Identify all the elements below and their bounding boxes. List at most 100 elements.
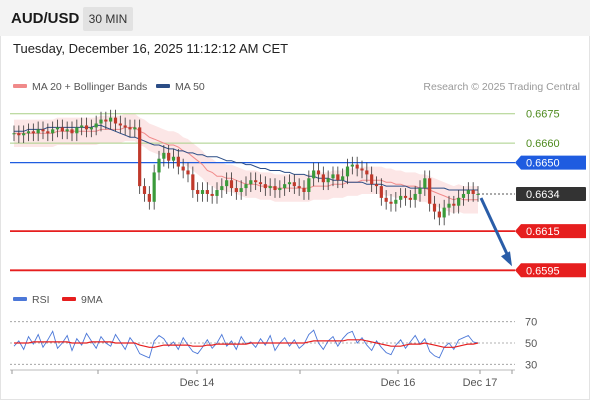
candle — [113, 109, 118, 132]
candle-body — [442, 207, 446, 218]
candle-body — [196, 190, 200, 194]
candle-body — [109, 117, 113, 122]
candle — [186, 162, 190, 183]
candle — [249, 172, 253, 192]
candles — [12, 109, 480, 226]
candle-body — [292, 182, 296, 187]
candle — [254, 172, 258, 191]
candle — [437, 203, 441, 226]
candle-body — [287, 182, 292, 185]
ma20-legend-swatch — [13, 84, 27, 88]
candle-body — [263, 184, 267, 189]
candle-body — [215, 190, 219, 196]
candle — [413, 186, 417, 208]
candle-body — [60, 127, 64, 132]
candle-body — [258, 182, 263, 185]
candle-body — [133, 127, 137, 130]
candle-body — [65, 129, 69, 132]
projection-arrow — [479, 197, 512, 267]
candle — [176, 148, 180, 175]
candle — [200, 182, 205, 202]
candle — [210, 186, 214, 204]
candle — [336, 166, 340, 189]
candle — [51, 121, 55, 142]
candle-body — [36, 129, 40, 134]
ma50-legend-swatch — [156, 84, 170, 88]
candle — [428, 170, 432, 212]
candle — [374, 176, 379, 194]
candle-body — [186, 170, 190, 175]
candle — [99, 111, 103, 132]
level-0-6615-tag — [515, 224, 586, 239]
level-0-6595-label: 0.6595 — [526, 265, 560, 277]
candle-body — [84, 125, 89, 130]
candle — [408, 190, 412, 208]
candle-body — [220, 186, 224, 191]
candle — [403, 188, 408, 206]
level-0-6634-tag — [516, 186, 586, 201]
candle-body — [447, 203, 451, 208]
rsi-level-30-label: 30 — [525, 359, 537, 371]
bollinger-bands — [14, 113, 478, 214]
candle — [278, 180, 282, 198]
candle-body — [118, 123, 122, 126]
candle — [360, 160, 364, 179]
ma20-legend-label: MA 20 + Bollinger Bands — [32, 81, 147, 93]
candle — [128, 119, 132, 138]
candle — [26, 123, 31, 142]
candle — [365, 162, 369, 183]
candle — [142, 178, 147, 202]
candle-body — [457, 197, 461, 206]
candle-body — [408, 197, 412, 200]
level-0-6595-tag — [515, 263, 586, 278]
candle — [476, 186, 480, 202]
candle — [370, 166, 374, 192]
candle — [80, 117, 84, 136]
level-0-6650-tag — [515, 155, 586, 170]
candle-body — [55, 127, 60, 130]
candle-body — [432, 203, 437, 212]
chart-header: AUD/USD 30 MIN — [0, 0, 590, 36]
candle-body — [326, 178, 330, 183]
candle-body — [147, 193, 151, 202]
ma9-legend-label: 9MA — [81, 294, 103, 306]
candle-body — [94, 123, 98, 128]
rsi-level-50-label: 50 — [525, 338, 537, 350]
candle-body — [176, 156, 180, 167]
candle-body — [225, 180, 229, 187]
candle-body — [239, 188, 243, 192]
candle-body — [162, 152, 166, 159]
timestamp: Tuesday, December 16, 2025 11:12:12 AM C… — [13, 41, 289, 56]
candle — [196, 182, 200, 202]
time-axis: Dec 14 Dec 16 Dec 17 — [10, 369, 515, 389]
candle-body — [249, 180, 253, 185]
ma9-legend-swatch — [62, 297, 76, 301]
candle — [273, 178, 277, 198]
candle-body — [205, 190, 209, 194]
candle — [41, 121, 45, 140]
candle — [60, 119, 64, 140]
candle — [292, 174, 296, 194]
candle — [152, 164, 156, 210]
candle-body — [41, 129, 45, 132]
candle-body — [171, 156, 176, 161]
candle-body — [268, 186, 272, 189]
candle — [75, 119, 79, 142]
candle-body — [26, 131, 31, 134]
candle-body — [113, 117, 118, 124]
candle — [457, 190, 461, 214]
candle — [46, 123, 50, 142]
candle — [316, 162, 321, 183]
candle — [65, 121, 69, 140]
candle-body — [418, 188, 422, 194]
candle-body — [331, 174, 335, 179]
candle-body — [355, 164, 359, 169]
candle-body — [22, 133, 26, 136]
candle — [312, 162, 316, 187]
candle-body — [316, 170, 321, 175]
timeframe-badge[interactable]: 30 MIN — [83, 7, 133, 31]
candle-body — [51, 129, 55, 134]
ma50-legend-label: MA 50 — [175, 81, 205, 93]
x-tick-label: Dec 17 — [463, 377, 498, 389]
